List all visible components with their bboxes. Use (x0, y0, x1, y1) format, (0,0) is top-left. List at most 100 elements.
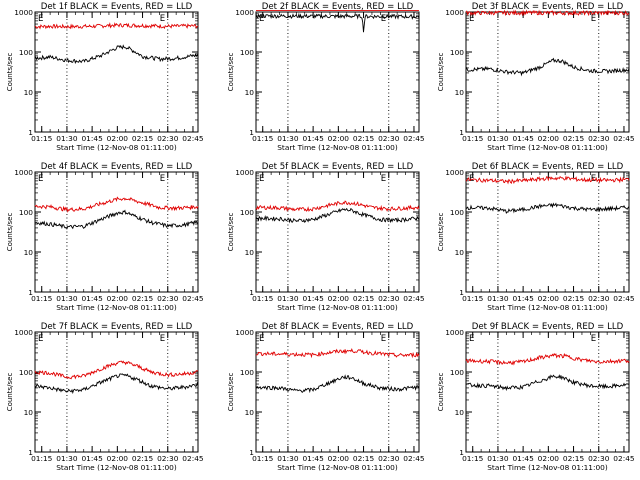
x-tick-label: 02:15 (353, 454, 375, 463)
events-series-line (255, 374, 420, 394)
panel-title: Det 3f BLACK = Events, RED = LLD (472, 2, 624, 12)
events-series-line (255, 207, 420, 224)
x-tick-label: 02:30 (378, 134, 400, 143)
x-tick-label: 01:15 (252, 134, 274, 143)
plot-frame (465, 331, 630, 453)
y-tick-label: 10 (24, 248, 34, 257)
x-tick-label: 02:00 (538, 134, 560, 143)
y-tick-label: 1000 (445, 8, 464, 17)
x-tick-label: 02:15 (563, 134, 585, 143)
plot-frame (34, 11, 199, 133)
y-tick-label: 1 (459, 448, 464, 457)
events-series-line (465, 202, 630, 214)
panel-title: Det 2f BLACK = Events, RED = LLD (262, 2, 414, 12)
plot-frame (465, 11, 630, 133)
y-tick-label: 1000 (445, 168, 464, 177)
x-tick-label: 01:15 (462, 294, 484, 303)
events-series-line (34, 44, 199, 65)
plot-frame (255, 171, 420, 293)
plot-frame (255, 331, 420, 453)
x-tick-label: 02:30 (588, 294, 610, 303)
y-tick-label: 1000 (14, 168, 33, 177)
x-tick-label: 01:45 (302, 134, 324, 143)
marker-e: E (469, 14, 474, 24)
x-tick-label: 02:15 (132, 294, 154, 303)
x-tick-label: 02:30 (588, 454, 610, 463)
x-tick-label: 01:45 (81, 294, 103, 303)
x-tick-label: 01:45 (512, 454, 534, 463)
y-axis-label: Counts/sec (227, 373, 235, 412)
x-tick-label: 01:30 (277, 134, 299, 143)
x-axis-label: Start Time (12-Nov-08 01:11:00) (277, 143, 398, 152)
panel-title: Det 1f BLACK = Events, RED = LLD (41, 2, 193, 12)
marker-e: E (160, 334, 165, 344)
x-tick-label: 02:15 (353, 134, 375, 143)
x-tick-label: 01:45 (512, 134, 534, 143)
y-tick-label: 1 (28, 128, 33, 137)
lld-series-line (34, 360, 199, 380)
x-tick-label: 01:30 (56, 134, 78, 143)
y-tick-label: 100 (240, 368, 254, 377)
x-tick-label: 01:30 (487, 294, 509, 303)
panel-title: Det 7f BLACK = Events, RED = LLD (41, 322, 193, 332)
marker-e: E (469, 334, 474, 344)
x-tick-label: 01:30 (56, 294, 78, 303)
x-tick-label: 01:45 (81, 134, 103, 143)
marker-e: E (38, 334, 43, 344)
y-axis-label: Counts/sec (6, 373, 14, 412)
y-tick-label: 100 (19, 48, 33, 57)
x-tick-label: 02:45 (403, 294, 425, 303)
x-axis-label: Start Time (12-Nov-08 01:11:00) (487, 463, 608, 472)
x-tick-label: 02:30 (378, 294, 400, 303)
y-tick-label: 1 (28, 288, 33, 297)
y-axis-label: Counts/sec (6, 213, 14, 252)
y-tick-label: 10 (455, 408, 465, 417)
y-tick-label: 10 (455, 248, 465, 257)
y-tick-label: 1000 (235, 8, 254, 17)
y-axis-label: Counts/sec (437, 213, 445, 252)
marker-e: E (259, 14, 264, 24)
lld-series-line (465, 175, 630, 185)
x-tick-label: 02:00 (538, 454, 560, 463)
x-tick-label: 01:15 (462, 134, 484, 143)
x-tick-label: 01:30 (56, 454, 78, 463)
detector-panel-1: Det 1f BLACK = Events, RED = LLD 1 10 100 10… (6, 2, 204, 152)
x-tick-label: 01:15 (31, 294, 53, 303)
x-tick-label: 01:15 (31, 134, 53, 143)
y-tick-label: 1 (459, 288, 464, 297)
y-tick-label: 100 (450, 208, 464, 217)
events-series-line (465, 57, 630, 77)
y-axis-label: Counts/sec (437, 53, 445, 92)
x-tick-label: 02:45 (403, 134, 425, 143)
x-tick-label: 01:30 (487, 134, 509, 143)
y-tick-label: 10 (245, 408, 255, 417)
x-tick-label: 02:15 (132, 134, 154, 143)
detector-panel-6: Det 6f BLACK = Events, RED = LLD 1 10 100 10… (437, 162, 635, 312)
y-tick-label: 1000 (235, 328, 254, 337)
lld-series-line (255, 347, 420, 359)
detector-panel-2: Det 2f BLACK = Events, RED = LLD 1 10 100 10… (227, 2, 425, 152)
x-tick-label: 02:00 (328, 294, 350, 303)
marker-e: E (591, 14, 596, 24)
y-tick-label: 100 (450, 48, 464, 57)
x-tick-label: 02:00 (328, 134, 350, 143)
plot-frame (465, 171, 630, 293)
y-tick-label: 10 (245, 88, 255, 97)
y-tick-label: 100 (450, 368, 464, 377)
plot-frame (255, 11, 420, 133)
x-tick-label: 02:45 (403, 454, 425, 463)
x-tick-label: 02:00 (328, 454, 350, 463)
plot-frame (34, 171, 199, 293)
y-tick-label: 1 (459, 128, 464, 137)
panel-title: Det 9f BLACK = Events, RED = LLD (472, 322, 624, 332)
x-tick-label: 02:30 (157, 454, 179, 463)
y-tick-label: 10 (24, 408, 34, 417)
marker-e: E (160, 174, 165, 184)
x-tick-label: 02:30 (378, 454, 400, 463)
detector-panel-8: Det 8f BLACK = Events, RED = LLD 1 10 100 10… (227, 322, 425, 472)
detector-panel-3: Det 3f BLACK = Events, RED = LLD 1 10 100 10… (437, 2, 635, 152)
detector-panel-4: Det 4f BLACK = Events, RED = LLD 1 10 100 10… (6, 162, 204, 312)
y-tick-label: 1000 (14, 328, 33, 337)
x-tick-label: 01:15 (252, 294, 274, 303)
x-tick-label: 02:15 (353, 294, 375, 303)
